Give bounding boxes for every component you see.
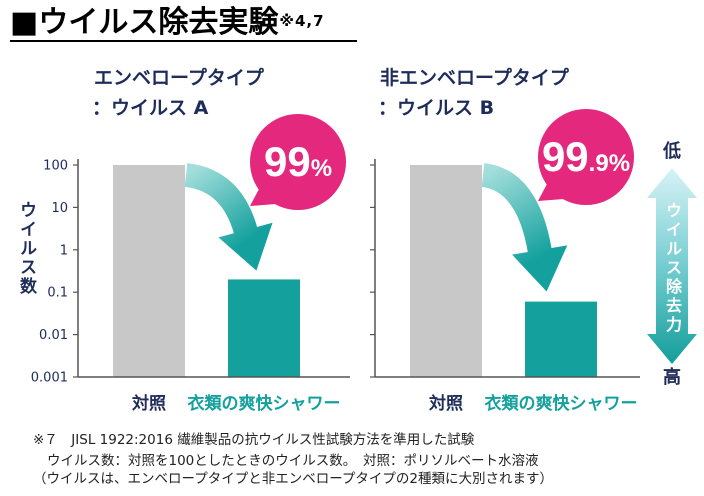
y-axis-label: ウイルス数: [16, 201, 36, 296]
callout-bubble: [538, 109, 634, 205]
footnote-3: （ウイルスは、エンベロープタイプと非エンベロープタイプの2種類に大別されます）: [33, 471, 553, 487]
bar-shower: [525, 301, 597, 377]
removal-rate-main: 99: [264, 138, 311, 185]
removal-scale-arrow: [647, 168, 697, 364]
callout-tail: [250, 189, 276, 206]
scale-high-label: 高: [663, 367, 681, 388]
y-tick-label: 0.1: [47, 286, 68, 301]
removal-rate-suffix: %: [311, 155, 332, 182]
bar-control: [410, 165, 482, 377]
y-tick-label: 10: [51, 201, 68, 216]
chart-1-heading-line-2: ：ウイルス A: [92, 97, 209, 119]
reduction-arrow: [184, 163, 273, 271]
removal-rate-callout: 99.9%: [538, 109, 634, 205]
chart-1: 100 10 1 0.1 0.01 0.001 99% 対照 衣類の爽快シャワー: [31, 114, 350, 414]
bar-control: [113, 165, 185, 377]
removal-rate-callout: 99%: [250, 114, 346, 210]
removal-rate-main: 99: [542, 133, 589, 180]
title-underline: [10, 40, 357, 42]
title-note: ※4,7: [279, 12, 325, 30]
bar-shower: [228, 279, 300, 377]
reduction-arrow-head: [218, 222, 273, 271]
category-label-shower: 衣類の爽快シャワー: [485, 393, 638, 414]
callout-tail: [538, 184, 564, 201]
removal-rate-value: 99%: [264, 138, 332, 185]
title-text: ウイルス除去実験: [38, 5, 279, 40]
removal-rate-suffix: .9%: [589, 150, 630, 177]
y-tick-label: 0.001: [31, 371, 68, 386]
y-tick-label: 0.01: [39, 328, 68, 343]
y-tick-label: 100: [43, 159, 68, 174]
removal-rate-value: 99.9%: [542, 133, 630, 180]
chart-2-heading-line-1: 非エンベロープタイプ: [380, 67, 569, 89]
reduction-arrow-shaft: [480, 163, 552, 255]
chart-1-heading-line-1: エンベロープタイプ: [94, 67, 264, 89]
reduction-arrow-head: [512, 245, 568, 292]
chart-2: 99.9% 対照 衣類の爽快シャワー: [370, 109, 640, 414]
y-tick-label: 1: [60, 243, 68, 258]
reduction-arrow-shaft: [184, 163, 258, 236]
category-label-control: 対照: [428, 393, 463, 414]
chart-2-heading-line-2: ：ウイルス B: [378, 97, 495, 119]
category-label-shower: 衣類の爽快シャワー: [188, 393, 341, 414]
scale-low-label: 低: [663, 141, 681, 162]
reduction-arrow: [480, 163, 568, 292]
title-marker: ■: [10, 5, 39, 40]
category-label-control: 対照: [131, 393, 166, 414]
scale-label: ウイルス除去力: [663, 202, 682, 335]
footnote-1: ※７ JISL 1922:2016 繊維製品の抗ウイルス性試験方法を準用した試験: [33, 432, 475, 448]
page-title: ■ウイルス除去実験※4,7: [10, 3, 325, 41]
footnote-2: ウイルス数：対照を100としたときのウイルス数。 対照：ポリソルベート水溶液: [47, 453, 539, 469]
callout-bubble: [250, 114, 346, 210]
